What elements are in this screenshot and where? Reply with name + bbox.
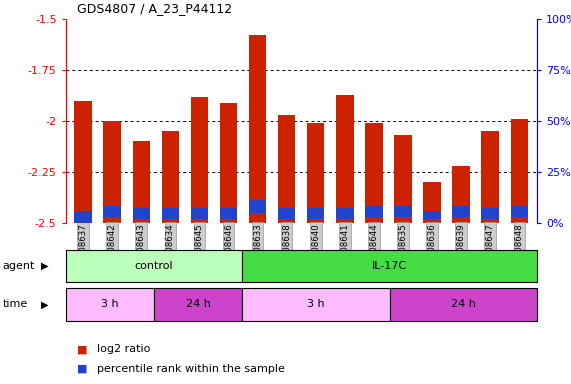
Bar [162,131,179,223]
Bar [452,166,470,223]
Text: GSM808640: GSM808640 [311,223,320,276]
Bar [389,288,537,321]
Text: GSM808644: GSM808644 [369,223,379,276]
Text: GDS4807 / A_23_P44112: GDS4807 / A_23_P44112 [77,2,232,15]
Bar [220,209,237,218]
Bar [132,141,150,223]
Text: GSM808648: GSM808648 [515,223,524,276]
Bar [336,94,353,223]
Text: ▶: ▶ [41,299,49,310]
Text: IL-17C: IL-17C [372,261,407,271]
Bar [365,207,383,217]
Text: GSM808633: GSM808633 [253,223,262,276]
Text: 24 h: 24 h [186,299,211,310]
Bar [220,103,237,223]
Text: 24 h: 24 h [451,299,476,310]
Bar [74,210,92,223]
Bar [162,209,179,218]
Bar [278,115,295,223]
Bar [394,135,412,223]
Text: GSM808645: GSM808645 [195,223,204,276]
Bar [103,207,121,217]
Bar [66,288,154,321]
Bar [423,210,441,218]
Bar [307,123,324,223]
Text: GSM808638: GSM808638 [282,223,291,276]
Text: time: time [3,299,28,310]
Text: GSM808641: GSM808641 [340,223,349,276]
Text: control: control [135,261,174,271]
Text: ■: ■ [77,364,87,374]
Bar [66,250,242,282]
Bar [452,207,470,217]
Bar [510,119,528,223]
Bar [336,209,353,218]
Bar [307,209,324,218]
Text: GSM808639: GSM808639 [457,223,465,276]
Bar [242,288,389,321]
Bar [74,101,92,223]
Text: GSM808647: GSM808647 [486,223,494,276]
Bar [481,131,499,223]
Bar [365,123,383,223]
Text: GSM808635: GSM808635 [399,223,408,276]
Bar [132,209,150,218]
Bar [510,207,528,217]
Bar [423,182,441,223]
Bar [242,250,537,282]
Text: percentile rank within the sample: percentile rank within the sample [97,364,285,374]
Text: 3 h: 3 h [101,299,119,310]
Bar [278,209,295,218]
Bar [394,207,412,217]
Text: GSM808634: GSM808634 [166,223,175,276]
Text: agent: agent [3,261,35,271]
Bar [249,35,266,223]
Text: ■: ■ [77,344,87,354]
Text: GSM808642: GSM808642 [108,223,116,276]
Text: GSM808637: GSM808637 [79,223,87,276]
Text: log2 ratio: log2 ratio [97,344,150,354]
Bar [191,96,208,223]
Text: GSM808643: GSM808643 [137,223,146,276]
Bar [191,209,208,218]
Bar [103,121,121,223]
Bar [154,288,242,321]
Bar [481,209,499,218]
Bar [249,200,266,213]
Text: GSM808636: GSM808636 [428,223,437,276]
Text: 3 h: 3 h [307,299,325,310]
Text: ▶: ▶ [41,261,49,271]
Text: GSM808646: GSM808646 [224,223,233,276]
